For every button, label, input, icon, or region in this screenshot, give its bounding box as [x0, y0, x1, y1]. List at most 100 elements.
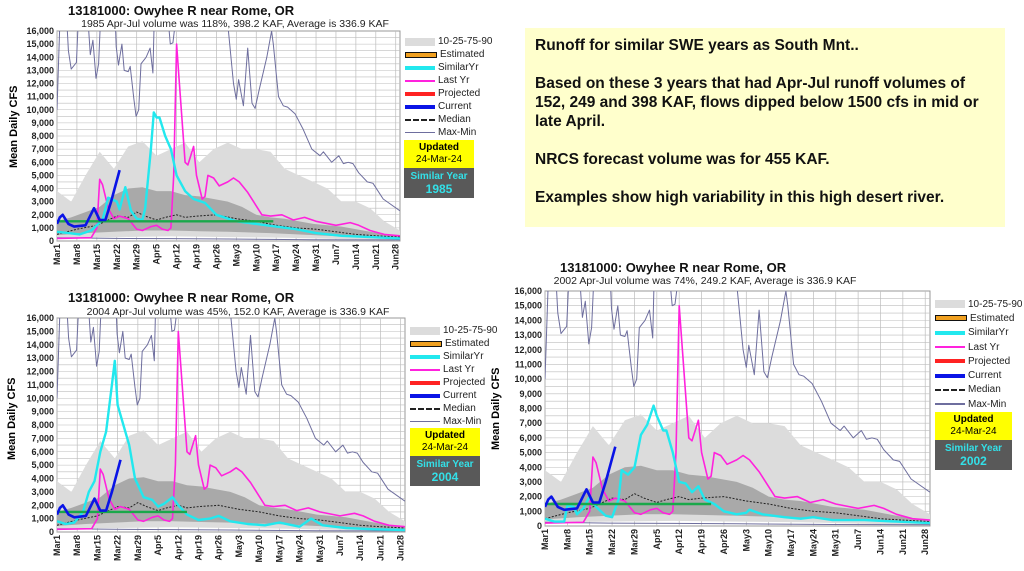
chart-subtitle: 2004 Apr-Jul volume was 45%, 152.0 KAF, … [86, 306, 390, 318]
y-tick-label: 12,000 [514, 345, 542, 355]
similar-yr-line [57, 111, 400, 240]
current-swatch-icon [410, 393, 440, 398]
projected-swatch-icon [935, 359, 965, 364]
x-tick-label: May3 [231, 244, 241, 267]
x-tick-label: May10 [251, 244, 261, 272]
max-line [57, 31, 400, 212]
x-tick-label: Mar1 [52, 535, 62, 556]
x-tick-label: Mar22 [607, 529, 617, 555]
legend-label: Last Yr [968, 341, 1000, 353]
x-tick-label: Jun28 [920, 529, 930, 555]
y-tick-label: 0 [537, 521, 542, 531]
y-tick-label: 6,000 [31, 447, 54, 457]
similar-yr-swatch-icon [405, 65, 435, 70]
y-tick-label: 7,000 [31, 144, 54, 154]
y-tick-label: 2,000 [31, 500, 54, 510]
note-line: Runoff for similar SWE years as South Mn… [535, 37, 859, 54]
similar-year-value: 2002 [960, 454, 987, 468]
median-line [57, 211, 400, 238]
y-tick-label: 9,000 [31, 118, 54, 128]
last-yr-swatch-icon [405, 79, 435, 82]
y-tick-label: 1,000 [31, 514, 54, 524]
x-tick-label: Jun28 [391, 244, 401, 270]
y-tick-label: 10,000 [26, 105, 54, 115]
median-line [545, 493, 930, 523]
x-tick-label: May31 [831, 529, 841, 557]
similar-yr-swatch-icon [935, 330, 965, 335]
y-tick-label: 5,000 [31, 170, 54, 180]
x-tick-label: Apr26 [214, 535, 224, 561]
legend-item: Current [410, 389, 497, 402]
y-tick-label: 5,000 [31, 460, 54, 470]
y-tick-label: 7,000 [31, 433, 54, 443]
x-tick-label: Apr19 [191, 244, 201, 270]
max-min-swatch-icon [935, 403, 965, 405]
x-tick-label: Apr12 [674, 529, 684, 555]
legend-item: Projected [410, 376, 497, 389]
legend-label: Median [443, 403, 476, 414]
band-swatch-icon [935, 300, 965, 309]
x-tick-label: Jun7 [331, 244, 341, 265]
similar-yr-swatch-icon [410, 354, 440, 359]
min-line [57, 528, 405, 532]
x-tick-label: Apr12 [173, 535, 183, 561]
legend-label: Estimated [440, 49, 485, 60]
x-tick-label: Mar15 [92, 244, 102, 270]
estimated-swatch-icon [405, 51, 437, 58]
legend-label: Last Yr [438, 75, 470, 86]
legend-label: Last Yr [443, 364, 475, 375]
y-tick-label: 16,000 [26, 26, 54, 36]
y-tick-label: 14,000 [26, 52, 54, 62]
x-tick-label: Apr5 [153, 535, 163, 556]
median-swatch-icon [410, 407, 440, 410]
legend-label: Current [968, 370, 1002, 382]
y-tick-label: 3,000 [519, 477, 542, 487]
legend-label: Estimated [970, 312, 1015, 324]
x-tick-label: Mar29 [629, 529, 639, 555]
y-tick-label: 6,000 [519, 433, 542, 443]
x-tick-label: Jun14 [355, 535, 365, 561]
legend-item: Estimated [410, 337, 497, 350]
y-tick-label: 13,000 [26, 65, 54, 75]
projected-swatch-icon [405, 91, 435, 96]
median-swatch-icon [405, 118, 435, 121]
y-tick-label: 15,000 [26, 326, 54, 336]
similar-year-box: Similar Year 2002 [935, 440, 1012, 470]
legend-item: SimilarYr [935, 326, 1022, 340]
current-line [545, 446, 617, 512]
max-min-swatch-icon [410, 420, 440, 423]
legend-item: Last Yr [410, 363, 497, 376]
legend-item: Projected [935, 354, 1022, 368]
x-tick-label: May17 [786, 529, 796, 557]
x-tick-label: Apr26 [719, 529, 729, 555]
legend-item: Max-Min [405, 126, 492, 139]
updated-label: Updated [953, 414, 994, 425]
legend-label: Estimated [445, 338, 490, 349]
similar-year-label: Similar Year [416, 459, 474, 470]
legend-label: Projected [443, 377, 486, 388]
similar-year-box: Similar Year 1985 [404, 168, 474, 198]
x-tick-label: May3 [234, 535, 244, 558]
x-tick-label: Jun14 [351, 244, 361, 270]
legend-label: SimilarYr [438, 62, 479, 73]
y-tick-label: 16,000 [26, 313, 54, 323]
updated-box: Updated 24-Mar-24 [404, 140, 474, 168]
x-tick-label: May10 [764, 529, 774, 557]
band-swatch-icon [410, 326, 440, 335]
x-tick-label: Jun21 [371, 244, 381, 270]
legend-label: Median [968, 384, 1001, 396]
band-swatch-icon [405, 37, 435, 46]
y-tick-label: 16,000 [514, 286, 542, 296]
y-tick-label: 13,000 [514, 330, 542, 340]
updated-label: Updated [425, 430, 465, 441]
legend-label: Max-Min [438, 127, 477, 138]
legend-label: Projected [438, 88, 481, 99]
legend-item: Current [405, 100, 492, 113]
legend-item: 10-25-75-90 [405, 35, 492, 48]
similar-year-value: 2004 [431, 470, 459, 484]
y-tick-label: 15,000 [26, 39, 54, 49]
legend-item: Estimated [935, 311, 1022, 325]
legend-item: Median [410, 402, 497, 415]
band-25-75 [545, 465, 930, 524]
x-tick-label: Apr12 [172, 244, 182, 270]
